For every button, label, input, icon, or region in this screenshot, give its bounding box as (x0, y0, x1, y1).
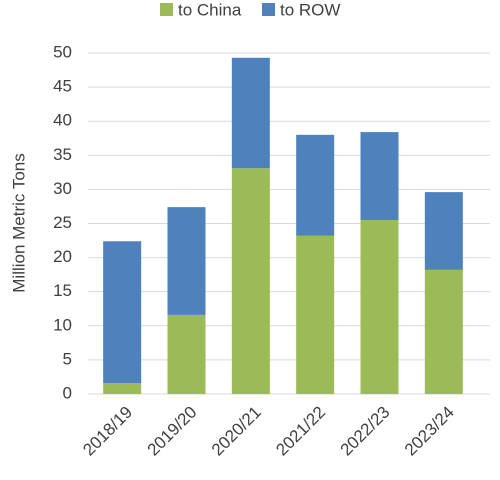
y-tick-label: 20 (53, 247, 72, 266)
x-tick-label: 2021/22 (272, 403, 329, 460)
bar-segment (360, 132, 399, 221)
legend-swatch (262, 3, 275, 16)
bar-segment (296, 134, 335, 236)
legend-label: to China (178, 0, 242, 19)
y-tick-label: 25 (53, 213, 72, 232)
y-tick-label: 30 (53, 179, 72, 198)
y-tick-label: 0 (63, 383, 72, 402)
bar-segment (231, 168, 270, 394)
y-tick-label: 5 (63, 349, 72, 368)
legend-label: to ROW (280, 0, 340, 19)
bar-segment (167, 207, 206, 315)
bar-segment (167, 314, 206, 394)
x-tick-label: 2019/20 (144, 403, 201, 460)
y-tick-label: 50 (53, 42, 72, 61)
y-tick-label: 45 (53, 77, 72, 96)
bar-segment (360, 220, 399, 394)
bar-segment (231, 57, 270, 169)
x-tick-label: 2018/19 (79, 403, 136, 460)
bar-segment (103, 383, 142, 394)
y-tick-label: 10 (53, 315, 72, 334)
y-tick-label: 35 (53, 145, 72, 164)
bar-segment (424, 192, 463, 270)
x-tick-label: 2022/23 (337, 403, 394, 460)
x-tick-label: 2023/24 (401, 403, 458, 460)
bar-segment (424, 269, 463, 394)
bar-segment (103, 241, 142, 384)
legend-swatch (160, 3, 173, 16)
y-axis-label: Million Metric Tons (9, 153, 28, 293)
y-tick-label: 40 (53, 111, 72, 130)
bar-segment (296, 235, 335, 394)
x-tick-label: 2020/21 (208, 403, 265, 460)
y-tick-label: 15 (53, 281, 72, 300)
